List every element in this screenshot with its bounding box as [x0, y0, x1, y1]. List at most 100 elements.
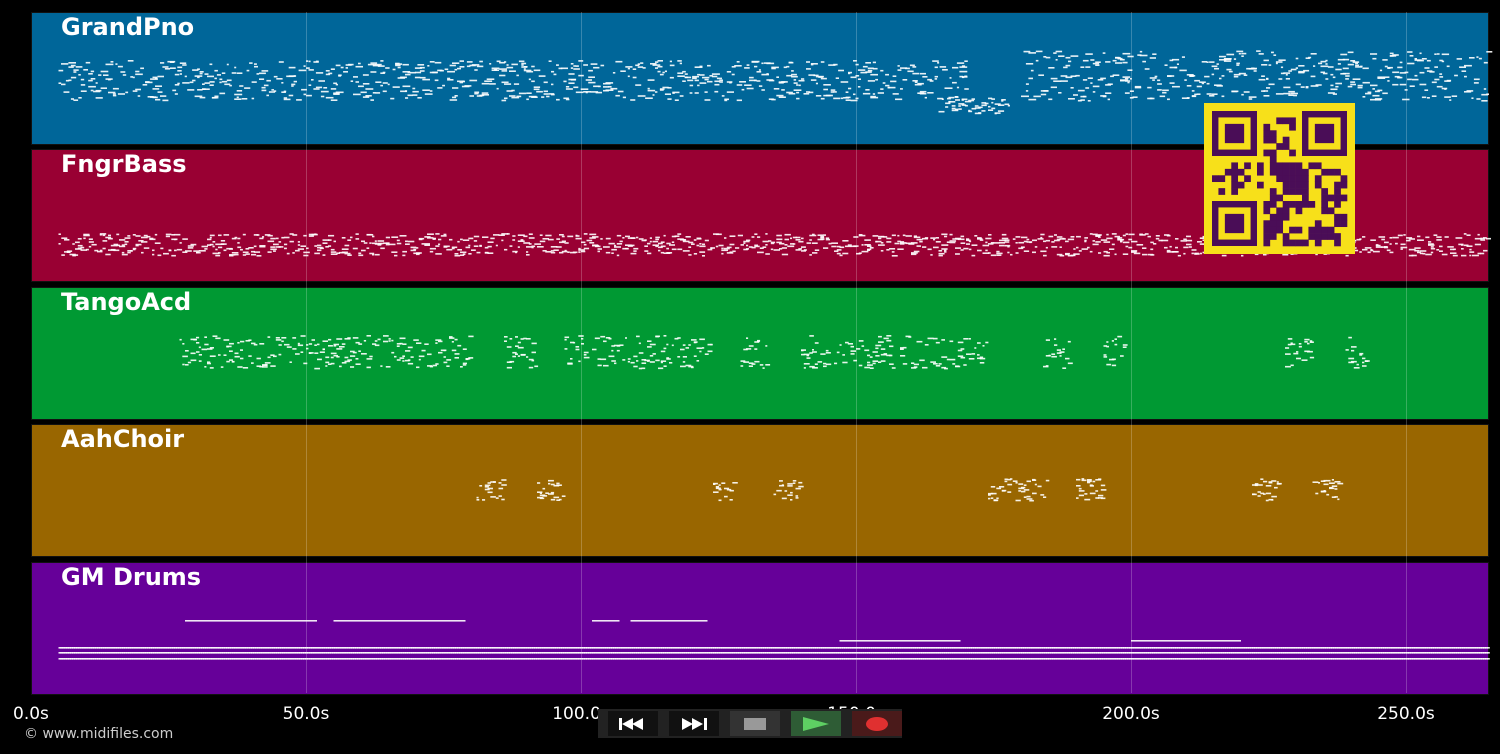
note-mark	[73, 652, 77, 654]
note-mark	[855, 75, 860, 77]
note-mark	[751, 652, 755, 654]
note-mark	[427, 353, 432, 356]
note-mark	[838, 69, 844, 72]
note-mark	[564, 658, 568, 660]
note-mark	[468, 244, 471, 247]
note-mark	[1439, 76, 1444, 78]
note-mark	[564, 249, 567, 252]
note-mark	[680, 658, 684, 660]
note-mark	[886, 354, 892, 357]
note-mark	[270, 652, 274, 654]
note-mark	[584, 652, 587, 654]
note-mark	[254, 63, 257, 65]
note-mark	[420, 652, 424, 654]
note-mark	[1284, 647, 1288, 649]
note-mark	[1111, 658, 1115, 660]
note-mark	[945, 102, 951, 105]
note-mark	[1175, 246, 1178, 249]
note-mark	[1307, 658, 1311, 660]
note-mark	[474, 69, 478, 71]
note-mark	[1275, 658, 1279, 660]
note-mark	[1325, 63, 1328, 65]
note-mark	[1163, 658, 1167, 660]
note-mark	[971, 353, 976, 355]
note-mark	[1128, 238, 1133, 241]
note-mark	[283, 658, 287, 660]
note-mark	[299, 652, 303, 654]
note-mark	[1334, 488, 1338, 490]
note-mark	[1085, 53, 1093, 55]
note-mark	[1032, 479, 1037, 481]
note-mark	[504, 336, 508, 338]
note-mark	[682, 250, 690, 252]
note-mark	[454, 95, 458, 97]
note-mark	[578, 247, 581, 250]
note-mark	[928, 647, 932, 649]
note-mark	[630, 99, 636, 101]
note-mark	[990, 647, 994, 649]
note-mark	[421, 349, 426, 352]
note-mark	[859, 658, 863, 660]
note-mark	[1203, 652, 1207, 654]
note-mark	[416, 658, 420, 660]
note-mark	[961, 65, 966, 67]
note-mark	[664, 70, 667, 73]
note-mark	[823, 362, 827, 365]
note-mark	[791, 73, 797, 76]
track-gm-drums[interactable]: GM Drums	[31, 562, 1489, 695]
note-mark	[1024, 658, 1028, 660]
note-mark	[1386, 658, 1390, 660]
note-mark	[543, 658, 547, 660]
note-mark	[1325, 78, 1329, 80]
note-mark	[622, 652, 626, 654]
note-mark	[1122, 52, 1131, 55]
note-mark	[73, 647, 77, 649]
note-mark	[244, 87, 251, 89]
track-grandpno[interactable]: GrandPno	[31, 12, 1489, 145]
note-mark	[441, 658, 445, 660]
note-mark	[1253, 70, 1257, 72]
note-mark	[899, 647, 903, 649]
note-mark	[1107, 652, 1111, 654]
note-mark	[771, 98, 776, 101]
note-mark	[441, 652, 445, 654]
note-mark	[795, 652, 799, 654]
note-mark	[314, 652, 318, 654]
track-aahchoir[interactable]: AahChoir	[31, 424, 1489, 557]
note-mark	[859, 652, 863, 654]
note-mark	[809, 652, 813, 654]
note-mark	[1176, 647, 1180, 649]
note-mark	[432, 364, 437, 367]
note-mark	[264, 364, 268, 366]
note-mark	[1151, 652, 1155, 654]
note-mark	[133, 647, 137, 649]
note-mark	[1077, 89, 1085, 92]
note-mark	[699, 243, 702, 245]
note-mark	[469, 79, 478, 82]
note-mark	[1001, 490, 1006, 492]
note-mark	[1332, 76, 1336, 79]
note-mark	[1384, 658, 1388, 660]
note-mark	[1227, 652, 1230, 654]
note-mark	[813, 652, 817, 654]
note-mark	[424, 652, 428, 654]
note-mark	[1087, 479, 1092, 481]
note-mark	[932, 647, 936, 649]
note-mark	[790, 499, 793, 501]
note-mark	[191, 652, 195, 654]
note-mark	[990, 254, 997, 257]
note-mark	[701, 647, 705, 649]
note-mark	[351, 647, 355, 649]
track-tangoacd[interactable]: TangoAcd	[31, 287, 1489, 420]
note-mark	[636, 658, 639, 660]
note-mark	[324, 658, 328, 660]
note-mark	[853, 652, 857, 654]
note-mark	[378, 652, 382, 654]
note-mark	[1421, 96, 1427, 99]
note-mark	[221, 80, 228, 83]
note-mark	[845, 245, 852, 248]
note-mark	[526, 246, 532, 248]
note-mark	[694, 92, 699, 94]
note-mark	[583, 356, 590, 359]
